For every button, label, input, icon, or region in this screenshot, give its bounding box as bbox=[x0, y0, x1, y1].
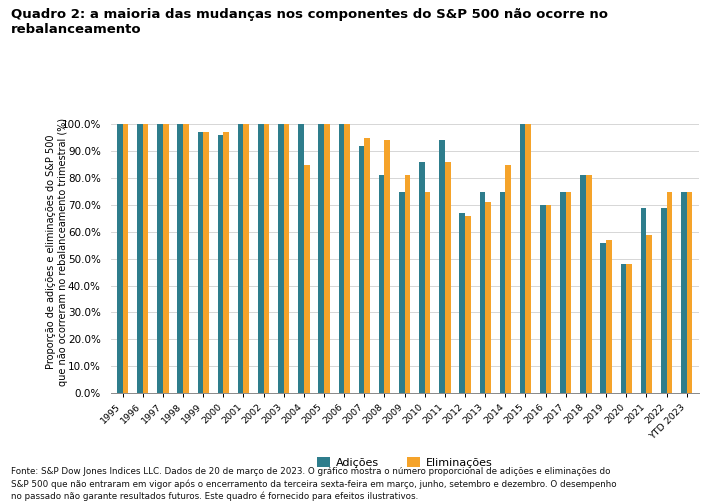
Bar bbox=[586, 175, 592, 393]
Text: Fonte: S&P Dow Jones Indices LLC. Dados de 20 de março de 2023. O gráfico mostra: Fonte: S&P Dow Jones Indices LLC. Dados … bbox=[11, 468, 616, 501]
Bar bbox=[606, 240, 612, 393]
Bar bbox=[339, 124, 344, 393]
Bar bbox=[264, 124, 270, 393]
Bar bbox=[667, 192, 672, 393]
Bar bbox=[359, 146, 364, 393]
Bar bbox=[405, 175, 410, 393]
Bar bbox=[560, 192, 566, 393]
Bar bbox=[641, 208, 647, 393]
Bar bbox=[379, 175, 384, 393]
Bar bbox=[223, 133, 229, 393]
Bar bbox=[324, 124, 329, 393]
Bar bbox=[183, 124, 189, 393]
Bar bbox=[486, 202, 491, 393]
Text: Quadro 2: a maioria das mudanças nos componentes do S&P 500 não ocorre no
rebala: Quadro 2: a maioria das mudanças nos com… bbox=[11, 8, 607, 36]
Bar bbox=[143, 124, 148, 393]
Bar bbox=[284, 124, 289, 393]
Bar bbox=[580, 175, 586, 393]
Bar bbox=[243, 124, 249, 393]
Bar bbox=[384, 141, 390, 393]
Bar bbox=[123, 124, 128, 393]
Bar bbox=[278, 124, 284, 393]
Bar bbox=[540, 205, 545, 393]
Bar bbox=[137, 124, 143, 393]
Bar bbox=[203, 133, 209, 393]
Bar bbox=[238, 124, 243, 393]
Bar bbox=[198, 133, 203, 393]
Bar bbox=[480, 192, 486, 393]
Bar bbox=[419, 162, 425, 393]
Bar bbox=[439, 141, 445, 393]
Bar bbox=[158, 124, 163, 393]
Y-axis label: Proporção de adições e eliminações do S&P 500
que não ocorreram no rebalanceamen: Proporção de adições e eliminações do S&… bbox=[46, 118, 68, 386]
Bar bbox=[319, 124, 324, 393]
Bar bbox=[566, 192, 571, 393]
Bar bbox=[500, 192, 506, 393]
Bar bbox=[626, 264, 632, 393]
Bar bbox=[298, 124, 304, 393]
Bar bbox=[520, 124, 525, 393]
Bar bbox=[681, 192, 687, 393]
Bar bbox=[364, 138, 370, 393]
Bar bbox=[687, 192, 692, 393]
Bar bbox=[117, 124, 123, 393]
Bar bbox=[399, 192, 404, 393]
Bar bbox=[445, 162, 451, 393]
Bar bbox=[545, 205, 551, 393]
Legend: Adições, Eliminações: Adições, Eliminações bbox=[312, 453, 497, 472]
Bar bbox=[217, 135, 223, 393]
Bar bbox=[258, 124, 264, 393]
Bar bbox=[304, 165, 309, 393]
Bar bbox=[178, 124, 183, 393]
Bar bbox=[506, 165, 511, 393]
Bar bbox=[525, 124, 531, 393]
Bar bbox=[425, 192, 431, 393]
Bar bbox=[459, 213, 465, 393]
Bar bbox=[647, 234, 652, 393]
Bar bbox=[661, 208, 667, 393]
Bar bbox=[465, 216, 471, 393]
Bar bbox=[163, 124, 168, 393]
Bar bbox=[600, 242, 606, 393]
Bar bbox=[344, 124, 350, 393]
Bar bbox=[620, 264, 626, 393]
